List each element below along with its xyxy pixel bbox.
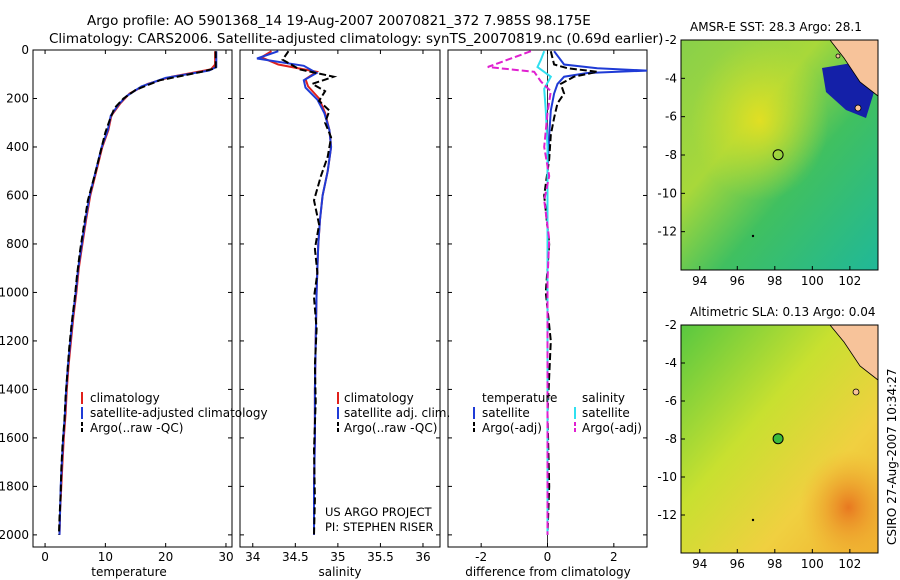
- x-tick-label: 35: [330, 550, 345, 564]
- map-y-tick-label: -2: [665, 33, 677, 47]
- x-tick-label: 10: [98, 550, 113, 564]
- legend-label-climatology: climatology: [90, 391, 160, 405]
- x-tick-label: -2: [475, 550, 487, 564]
- map-x-tick-label: 94: [692, 557, 707, 571]
- salinity-xlabel: salinity: [318, 565, 361, 579]
- project-annotation: US ARGO PROJECT: [325, 505, 433, 519]
- sst-map: [680, 39, 879, 271]
- series-line-climatology: [259, 50, 333, 535]
- series-line-temperature-satellite: [546, 50, 648, 535]
- x-tick-label: 20: [158, 550, 173, 564]
- legend-label-sal-argo: Argo(-adj): [582, 421, 642, 435]
- legend-title-temperature: temperature: [482, 391, 557, 405]
- map-x-tick-label: 98: [767, 274, 782, 288]
- legend-label-temp-satellite: satellite: [482, 406, 530, 420]
- legend-label-satellite: satellite-adjusted climatology: [90, 406, 268, 420]
- salinity-axes: [239, 49, 441, 548]
- map-x-tick-label: 98: [767, 557, 782, 571]
- legend-title-salinity: salinity: [582, 391, 625, 405]
- map-y-tick-label: -8: [665, 432, 677, 446]
- series-line-satellite-adj-clim-: [256, 50, 333, 535]
- legend-label-climatology: climatology: [344, 391, 414, 405]
- series-line-argo-raw-qc-: [281, 50, 338, 535]
- difference-legend: temperature satellite Argo(-adj) salinit…: [473, 391, 642, 435]
- figure-title-line2: Climatology: CARS2006. Satellite-adjuste…: [49, 31, 663, 47]
- map-y-tick-label: -6: [665, 110, 677, 124]
- sst-map-ticks: 94 96 98 100 102 -2 -4 -6 -8 -10 -12: [657, 33, 861, 288]
- map-x-tick-label: 96: [730, 557, 745, 571]
- salinity-lines: [256, 50, 338, 535]
- sla-map-title: Altimetric SLA: 0.13 Argo: 0.04: [690, 305, 875, 319]
- map-y-tick-label: -4: [665, 71, 677, 85]
- y-tick-label: 800: [6, 237, 29, 251]
- series-line-salinity-argo-adj-: [487, 50, 552, 535]
- map-y-tick-label: -10: [657, 186, 677, 200]
- map-y-tick-label: -12: [657, 508, 677, 522]
- y-tick-label: 1600: [0, 431, 29, 445]
- pi-annotation: PI: STEPHEN RISER: [325, 520, 434, 534]
- legend-label-satellite: satellite adj. clim.: [344, 406, 450, 420]
- map-x-tick-label: 102: [838, 274, 861, 288]
- temperature-ticks: 0 10 20 30 0 200 400 600 800 1000 1200 1400 1600 1800…: [0, 43, 234, 564]
- x-tick-label: 34.5: [282, 550, 309, 564]
- y-tick-label: 1800: [0, 479, 29, 493]
- x-tick-label: 2: [610, 550, 618, 564]
- map-x-tick-label: 102: [838, 557, 861, 571]
- series-line-salinity-satellite: [536, 50, 553, 535]
- map-x-tick-label: 100: [801, 557, 824, 571]
- map-x-tick-label: 96: [730, 274, 745, 288]
- series-line-climatology: [58, 51, 217, 535]
- x-tick-label: 0: [544, 550, 552, 564]
- y-tick-label: 400: [6, 140, 29, 154]
- sla-argo-marker: [772, 433, 784, 445]
- legend-label-argo: Argo(..raw -QC): [344, 421, 437, 435]
- temperature-xlabel: temperature: [91, 565, 166, 579]
- x-tick-label: 0: [41, 550, 49, 564]
- temperature-legend: climatology satellite-adjusted climatolo…: [81, 391, 268, 435]
- salinity-legend: climatology satellite adj. clim. Argo(..…: [337, 391, 450, 435]
- legend-label-sal-satellite: satellite: [582, 406, 630, 420]
- legend-label-temp-argo: Argo(-adj): [482, 421, 542, 435]
- map-x-tick-label: 94: [692, 274, 707, 288]
- x-tick-label: 35.5: [367, 550, 394, 564]
- sst-map-title: AMSR-E SST: 28.3 Argo: 28.1: [690, 20, 862, 34]
- figure-title-line1: Argo profile: AO 5901368_14 19-Aug-2007 …: [87, 13, 591, 29]
- map-y-tick-label: -6: [665, 394, 677, 408]
- difference-lines: [487, 50, 648, 535]
- temperature-axes: [32, 49, 233, 548]
- y-tick-label: 1200: [0, 334, 29, 348]
- y-tick-label: 200: [6, 91, 29, 105]
- y-tick-label: 1400: [0, 382, 29, 396]
- salinity-ticks: 34 34.5 35 35.5 36: [240, 49, 440, 564]
- x-tick-label: 36: [415, 550, 430, 564]
- y-tick-label: 0: [21, 43, 29, 57]
- map-y-tick-label: -10: [657, 470, 677, 484]
- x-tick-label: 30: [218, 550, 233, 564]
- y-tick-label: 2000: [0, 528, 29, 542]
- difference-xlabel: difference from climatology: [465, 565, 631, 579]
- sst-small-island: [751, 234, 755, 238]
- sla-island: [852, 388, 860, 396]
- map-y-tick-label: -12: [657, 225, 677, 239]
- series-line-temperature-argo-adj-: [543, 50, 598, 535]
- map-y-tick-label: -2: [665, 318, 677, 332]
- sst-island-2: [835, 53, 841, 59]
- series-line-argo-raw-qc-: [57, 51, 217, 535]
- sla-map-ticks: 94 96 98 100 102 -2 -4 -6 -8 -10 -12: [657, 318, 861, 571]
- timestamp-stamp: CSIRO 27-Aug-2007 10:34:27: [885, 369, 899, 545]
- y-tick-label: 1000: [0, 285, 29, 299]
- sla-small-island: [751, 518, 755, 522]
- x-tick-label: 34: [245, 550, 260, 564]
- map-y-tick-label: -8: [665, 148, 677, 162]
- temperature-lines: [57, 51, 218, 535]
- sst-argo-marker: [772, 149, 784, 161]
- map-x-tick-label: 100: [801, 274, 824, 288]
- series-line-satellite-adjusted-climatology: [58, 51, 218, 535]
- sst-island: [854, 104, 862, 112]
- map-y-tick-label: -4: [665, 356, 677, 370]
- y-tick-label: 600: [6, 188, 29, 202]
- sla-map: [680, 324, 879, 554]
- legend-label-argo: Argo(..raw -QC): [90, 421, 183, 435]
